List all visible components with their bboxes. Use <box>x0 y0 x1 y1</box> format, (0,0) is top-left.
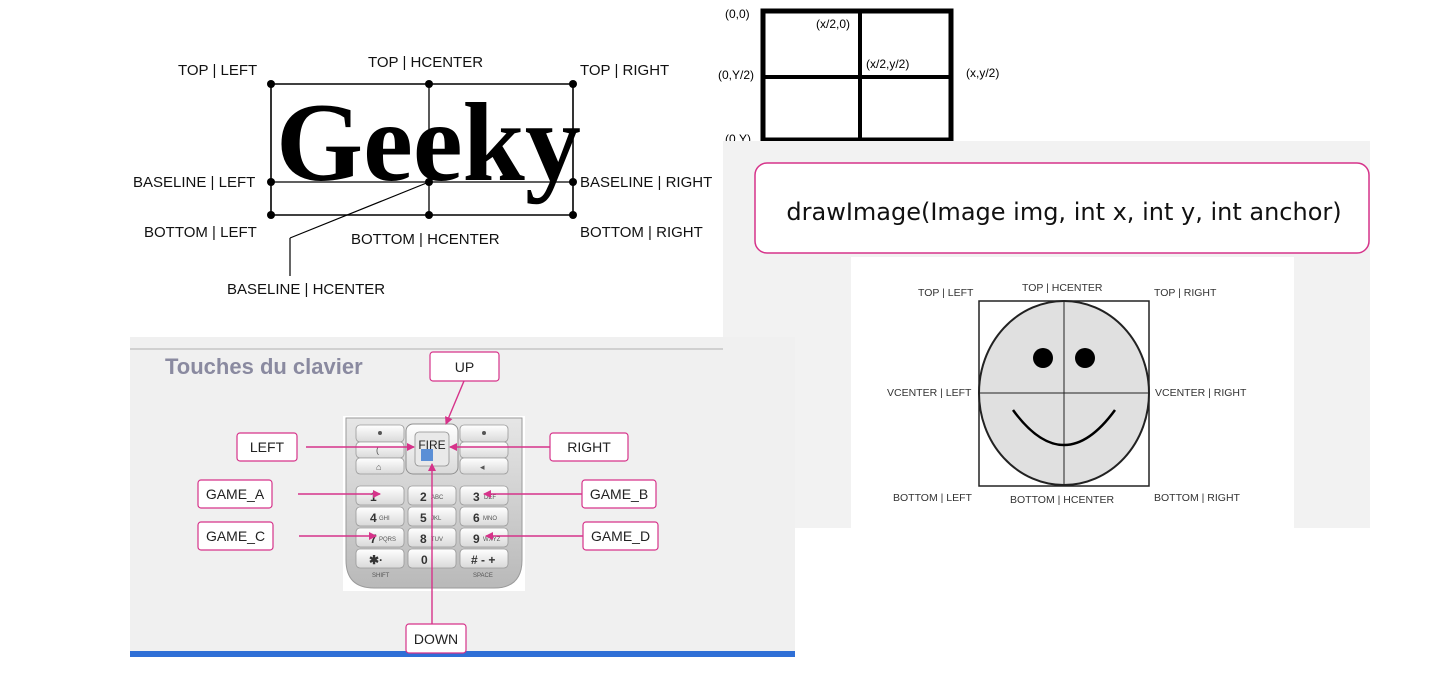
smiley-bottom-left: BOTTOM | LEFT <box>893 492 973 504</box>
key-6-letters: MNO <box>483 516 497 522</box>
signature-box <box>754 162 1370 254</box>
smiley-vcenter-left: VCENTER | LEFT <box>887 387 972 399</box>
button-left: LEFT <box>250 439 285 455</box>
button-game-d: GAME_D <box>591 528 650 544</box>
key-0: 0 <box>421 553 428 567</box>
keypad-button-labels: UP LEFT RIGHT FIRE GAME_A GAME_B GAME_C … <box>197 351 659 654</box>
smiley-top-right: TOP | RIGHT <box>1154 287 1217 299</box>
button-right: RIGHT <box>567 439 611 455</box>
coord-0-0: (0,0) <box>725 7 750 21</box>
key-2-letters: ABC <box>431 495 444 501</box>
key-4: 4 <box>370 511 377 525</box>
label-bottom-hcenter: BOTTOM | HCENTER <box>351 231 500 248</box>
coord-0-y2: (0,Y/2) <box>718 68 754 82</box>
label-top-left: TOP | LEFT <box>178 62 257 79</box>
keypad-title: Touches du clavier <box>165 354 363 379</box>
drawimage-signature: drawImage(Image img, int x, int y, int a… <box>786 198 1341 226</box>
key-8: 8 <box>420 532 427 546</box>
key-5-letters: JKL <box>431 516 442 522</box>
key-7-letters: PQRS <box>379 537 396 543</box>
button-up: UP <box>455 359 474 375</box>
key-2: 2 <box>420 490 427 504</box>
key-3-letters: DEF <box>484 495 496 501</box>
key-space-label: SPACE <box>473 573 493 579</box>
button-game-b: GAME_B <box>590 486 648 502</box>
label-baseline-hcenter: BASELINE | HCENTER <box>227 281 385 298</box>
geeky-anchor-diagram: Geeky TOP | LEFT TOP | HCENTER TOP | RIG… <box>133 54 712 298</box>
label-baseline-left: BASELINE | LEFT <box>133 174 255 191</box>
smiley-top-left: TOP | LEFT <box>918 287 974 299</box>
svg-text:⌂: ⌂ <box>376 462 381 472</box>
key-3: 3 <box>473 490 480 504</box>
button-game-c: GAME_C <box>206 528 265 544</box>
smiley-top-hcenter: TOP | HCENTER <box>1022 282 1103 294</box>
coord-x2-y2: (x/2,y/2) <box>866 57 909 71</box>
smiley-mouth <box>1011 409 1117 447</box>
key-8-letters: TUV <box>431 537 443 543</box>
svg-text:◂: ◂ <box>480 462 485 472</box>
geeky-anchor-dots <box>267 80 577 219</box>
label-top-hcenter: TOP | HCENTER <box>368 54 483 71</box>
coord-x2-0: (x/2,0) <box>816 17 850 31</box>
smiley-right-eye <box>1075 348 1095 368</box>
coord-x-y2: (x,y/2) <box>966 66 999 80</box>
button-game-a: GAME_A <box>206 486 265 502</box>
keypad-arrows <box>298 380 583 626</box>
key-1: 1 <box>370 490 377 504</box>
key-hash: # - + <box>471 553 495 567</box>
key-shift-label: SHIFT <box>372 573 390 579</box>
key-4-letters: GHI <box>379 516 390 522</box>
label-bottom-right: BOTTOM | RIGHT <box>580 224 703 241</box>
smiley-anchor-diagram: TOP | LEFT TOP | HCENTER TOP | RIGHT VCE… <box>851 257 1294 528</box>
coordinate-grid: (0,0) (x/2,0) (0,Y/2) (x/2,y/2) (x,y/2) … <box>718 7 999 159</box>
label-bottom-left: BOTTOM | LEFT <box>144 224 257 241</box>
key-9-letters: WXYZ <box>483 537 501 543</box>
key-6: 6 <box>473 511 480 525</box>
button-fire: FIRE <box>418 438 445 452</box>
key-star: ✱· <box>369 553 383 567</box>
label-top-right: TOP | RIGHT <box>580 62 669 79</box>
smiley-vcenter-right: VCENTER | RIGHT <box>1155 387 1247 399</box>
keypad-panel-bottom-bar <box>130 651 795 657</box>
key-7: 7 <box>370 532 377 546</box>
svg-text:(: ( <box>376 445 379 455</box>
smiley-bottom-right: BOTTOM | RIGHT <box>1154 492 1241 504</box>
label-baseline-right: BASELINE | RIGHT <box>580 174 712 191</box>
smiley-bottom-hcenter: BOTTOM | HCENTER <box>1010 494 1114 506</box>
button-down: DOWN <box>414 631 458 647</box>
smiley-left-eye <box>1033 348 1053 368</box>
key-9: 9 <box>473 532 480 546</box>
key-5: 5 <box>420 511 427 525</box>
